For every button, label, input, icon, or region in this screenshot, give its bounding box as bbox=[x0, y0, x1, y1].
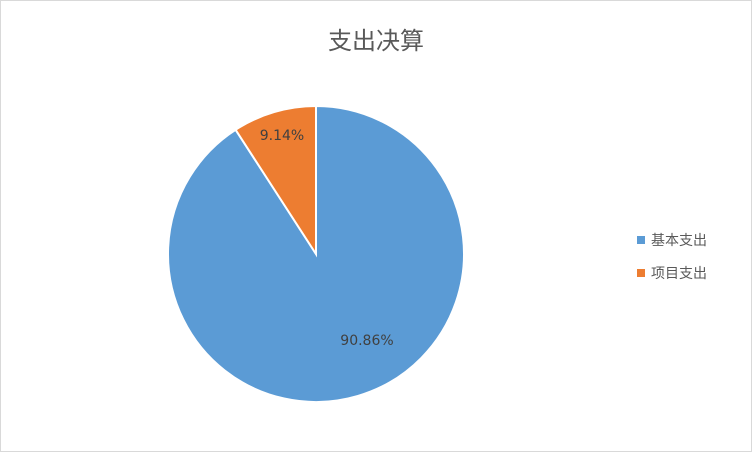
legend-swatch-0 bbox=[637, 236, 645, 244]
pie-slice-1 bbox=[234, 104, 317, 258]
legend-item-1: 项目支出 bbox=[637, 263, 707, 283]
chart-title: 支出决算 bbox=[328, 27, 424, 55]
legend-item-0: 基本支出 bbox=[637, 230, 707, 250]
legend-label-0: 基本支出 bbox=[651, 233, 707, 249]
legend-swatch-1 bbox=[637, 269, 645, 277]
legend-label-1: 项目支出 bbox=[651, 266, 707, 282]
data-label-0: 90.86% bbox=[340, 333, 393, 349]
data-label-1: 9.14% bbox=[260, 128, 304, 144]
